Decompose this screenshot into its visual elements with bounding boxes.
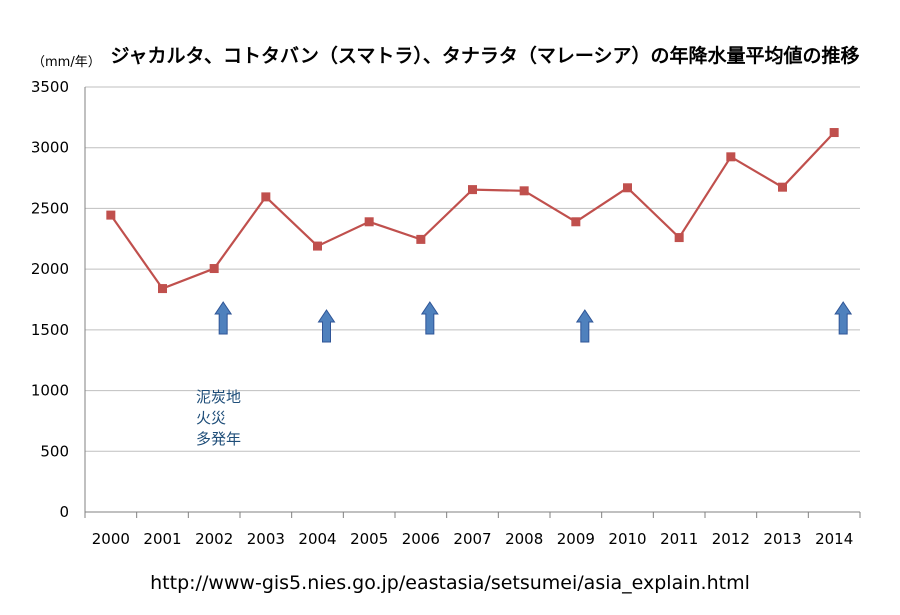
gridlines bbox=[84, 86, 861, 518]
data-point-2004 bbox=[313, 241, 322, 251]
annotation-line-2: 火災 bbox=[196, 409, 226, 427]
x-tick-2010: 2010 bbox=[608, 530, 646, 548]
data-point-2006 bbox=[416, 234, 426, 244]
arrow-2014 bbox=[834, 301, 853, 335]
y-tick-2000: 2000 bbox=[31, 260, 69, 278]
x-tick-2000: 2000 bbox=[92, 530, 130, 548]
data-point-2001 bbox=[158, 284, 167, 294]
x-tick-2002: 2002 bbox=[195, 530, 233, 548]
x-tick-labels: 2000 2001 2002 2003 2004 2005 2006 2007 2008 2009… bbox=[92, 530, 854, 548]
data-point-2008 bbox=[519, 186, 529, 196]
y-tick-1500: 1500 bbox=[31, 321, 69, 339]
y-tick-500: 500 bbox=[40, 442, 69, 460]
data-point-2000 bbox=[106, 210, 116, 220]
data-point-2014 bbox=[829, 128, 839, 138]
x-tick-2003: 2003 bbox=[247, 530, 285, 548]
data-point-2011 bbox=[674, 233, 684, 243]
annotation-line-1: 泥炭地 bbox=[196, 388, 241, 406]
x-tick-2014: 2014 bbox=[815, 530, 853, 548]
data-point-2012 bbox=[726, 152, 736, 162]
data-point-2010 bbox=[623, 183, 632, 193]
x-tick-2006: 2006 bbox=[402, 530, 440, 548]
data-point-2009 bbox=[571, 217, 581, 227]
x-tick-2004: 2004 bbox=[298, 530, 336, 548]
annotation-line-3: 多発年 bbox=[196, 430, 241, 448]
series-line bbox=[106, 128, 839, 294]
data-point-2002 bbox=[209, 264, 219, 274]
chart-title: ジャカルタ、コトタバン（スマトラ）、タナラタ（マレーシア）の年降水量平均値の推移 bbox=[111, 44, 860, 67]
data-point-2003 bbox=[261, 192, 271, 202]
data-point-2013 bbox=[778, 182, 787, 192]
series-polyline bbox=[109, 131, 835, 290]
fire-year-arrows bbox=[214, 301, 853, 343]
arrow-2009 bbox=[575, 309, 594, 343]
source-url: http://www-gis5.nies.go.jp/eastasia/sets… bbox=[150, 572, 750, 594]
y-tick-0: 0 bbox=[59, 503, 69, 521]
x-tick-2011: 2011 bbox=[660, 530, 698, 548]
arrow-2006 bbox=[420, 301, 439, 335]
y-tick-1000: 1000 bbox=[31, 382, 69, 400]
arrow-2002 bbox=[214, 301, 233, 335]
y-tick-2500: 2500 bbox=[31, 199, 69, 217]
y-axis-unit: （mm/年） bbox=[32, 55, 101, 70]
x-tick-2005: 2005 bbox=[350, 530, 388, 548]
y-tick-3500: 3500 bbox=[31, 78, 69, 96]
data-point-2007 bbox=[468, 185, 477, 195]
arrow-2004 bbox=[317, 309, 336, 343]
y-tick-3000: 3000 bbox=[31, 139, 69, 157]
data-point-2005 bbox=[364, 217, 374, 227]
x-tick-2007: 2007 bbox=[453, 530, 491, 548]
x-tick-2008: 2008 bbox=[505, 530, 543, 548]
x-tick-2009: 2009 bbox=[557, 530, 595, 548]
x-tick-2012: 2012 bbox=[712, 530, 750, 548]
x-tick-2001: 2001 bbox=[143, 530, 181, 548]
x-tick-2013: 2013 bbox=[763, 530, 801, 548]
y-tick-labels: 0 500 1000 1500 2000 2500 3000 3500 bbox=[31, 78, 69, 521]
